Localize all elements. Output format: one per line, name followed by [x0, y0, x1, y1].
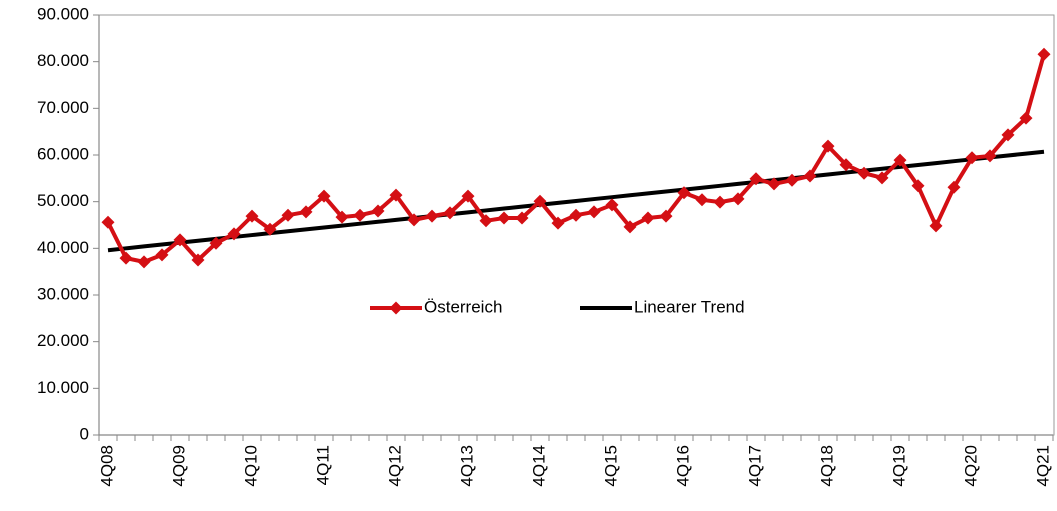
x-tick-label: 4Q17 [745, 445, 764, 487]
data-point [659, 209, 673, 223]
data-point [497, 211, 511, 225]
legend-label: Österreich [424, 297, 502, 316]
data-point [929, 219, 943, 233]
data-point [335, 210, 349, 224]
x-tick-label: 4Q09 [169, 445, 188, 487]
data-point [227, 227, 241, 241]
data-point [695, 193, 709, 207]
data-point [425, 209, 439, 223]
x-tick-label: 4Q20 [961, 445, 980, 487]
data-point [605, 198, 619, 212]
data-point [785, 173, 799, 187]
data-point [461, 189, 475, 203]
data-point [731, 192, 745, 206]
data-point [1001, 128, 1015, 142]
y-tick-label: 0 [80, 424, 89, 443]
data-point [641, 211, 655, 225]
y-tick-label: 50.000 [37, 191, 89, 210]
data-point [1037, 47, 1051, 61]
data-point [911, 179, 925, 193]
y-tick-label: 30.000 [37, 284, 89, 303]
data-point [101, 215, 115, 229]
y-tick-label: 20.000 [37, 331, 89, 350]
data-point [821, 139, 835, 153]
data-point [137, 255, 151, 269]
data-point [983, 149, 997, 163]
x-tick-label: 4Q18 [817, 445, 836, 487]
data-point [209, 236, 223, 250]
data-point [677, 186, 691, 200]
data-point [479, 214, 493, 228]
data-point [317, 189, 331, 203]
data-point [281, 208, 295, 222]
data-point [893, 153, 907, 167]
data-point [191, 253, 205, 267]
x-tick-label: 4Q08 [97, 445, 116, 487]
legend-label: Linearer Trend [634, 297, 745, 316]
y-tick-label: 90.000 [37, 4, 89, 23]
data-point [803, 169, 817, 183]
x-tick-label: 4Q19 [889, 445, 908, 487]
data-point [749, 172, 763, 186]
data-point [551, 216, 565, 230]
data-point [119, 251, 133, 265]
data-point [173, 233, 187, 247]
y-tick-label: 60.000 [37, 144, 89, 163]
data-point [443, 206, 457, 220]
series-line [107, 149, 1045, 253]
data-point [515, 211, 529, 225]
data-point [1019, 111, 1033, 125]
legend-marker [389, 301, 403, 315]
data-point [587, 205, 601, 219]
data-point [245, 209, 259, 223]
data-point [353, 208, 367, 222]
data-point [875, 171, 889, 185]
data-point [857, 166, 871, 180]
data-point [767, 177, 781, 191]
data-point [713, 195, 727, 209]
x-tick-label: 4Q21 [1033, 445, 1052, 487]
x-tick-label: 4Q13 [457, 445, 476, 487]
y-tick-label: 70.000 [37, 98, 89, 117]
data-point [371, 204, 385, 218]
x-tick-label: 4Q12 [385, 445, 404, 487]
data-point [407, 213, 421, 227]
data-point [533, 194, 547, 208]
x-tick-label: 4Q10 [241, 445, 260, 487]
data-point [389, 188, 403, 202]
data-point [155, 248, 169, 262]
data-point [299, 205, 313, 219]
data-point [965, 151, 979, 165]
y-tick-label: 80.000 [37, 51, 89, 70]
data-point [263, 222, 277, 236]
x-tick-label: 4Q16 [673, 445, 692, 487]
data-point [947, 180, 961, 194]
data-point [569, 208, 583, 222]
data-point [623, 220, 637, 234]
y-tick-label: 10.000 [37, 378, 89, 397]
data-point [839, 158, 853, 172]
x-tick-label: 4Q11 [313, 445, 332, 485]
x-tick-label: 4Q15 [601, 445, 620, 487]
x-tick-label: 4Q14 [529, 445, 548, 487]
y-tick-label: 40.000 [37, 238, 89, 257]
